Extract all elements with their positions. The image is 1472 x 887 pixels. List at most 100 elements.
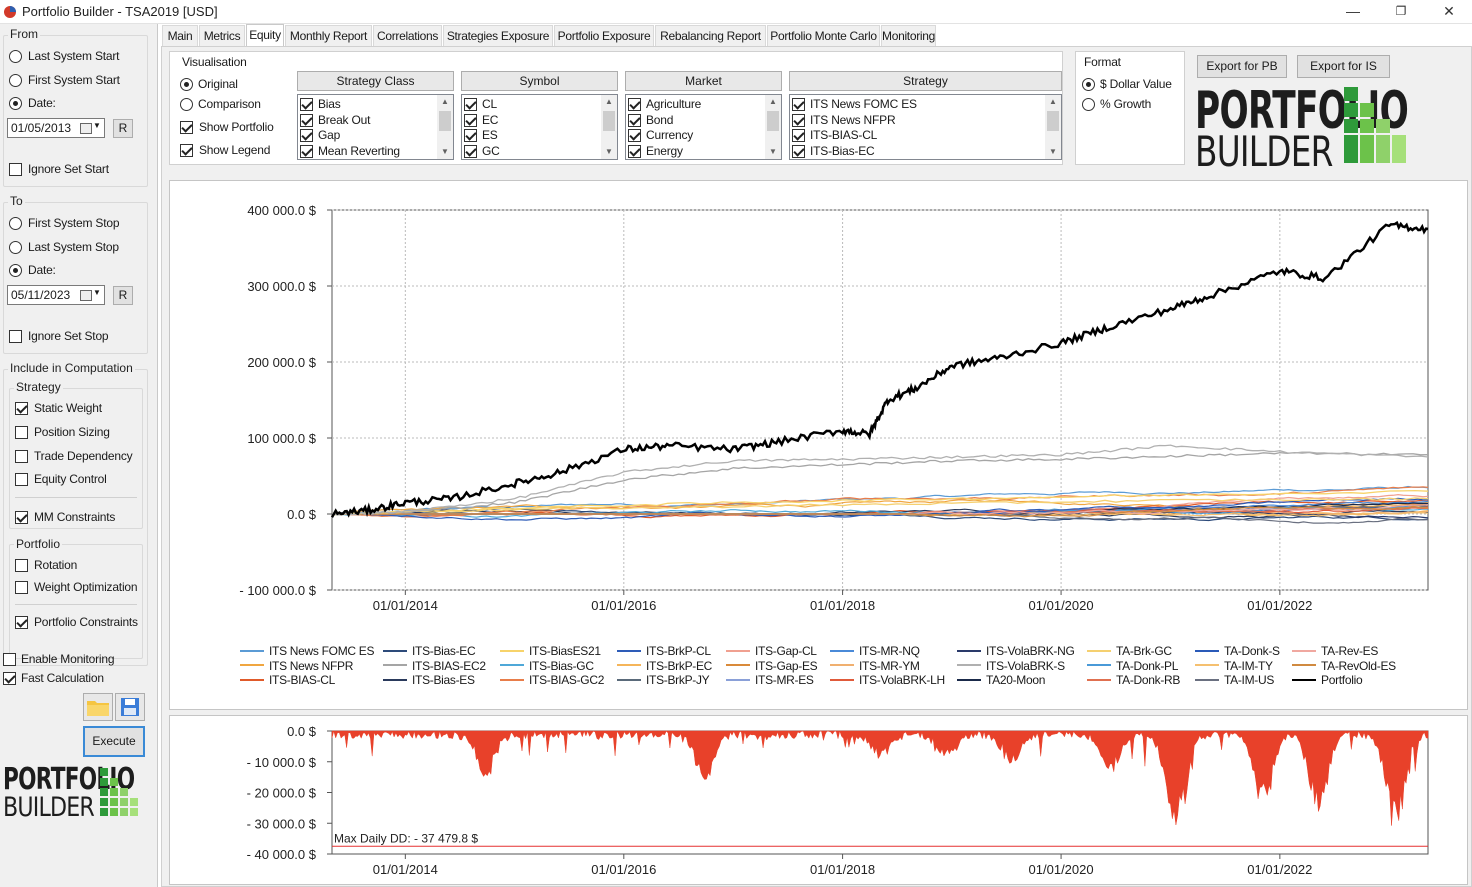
list-item-checkbox[interactable] [464, 129, 477, 142]
fast-calculation-checkbox[interactable] [3, 672, 16, 685]
strategy-class-list[interactable]: Bias Break Out Gap Mean Reverting ▲ ▼ [297, 94, 454, 160]
trade-dependency-label: Trade Dependency [34, 449, 133, 463]
dollar-value-radio[interactable] [1082, 78, 1095, 91]
last-system-start-radio[interactable] [9, 50, 22, 63]
strategy-list[interactable]: ITS News FOMC ES ITS News NFPR ITS-BIAS-CL… [789, 94, 1062, 160]
tab-strategies-exposure[interactable]: Strategies Exposure [443, 25, 553, 46]
portfolio-constraints-checkbox[interactable] [15, 616, 28, 629]
list-scrollbar[interactable]: ▲ ▼ [437, 95, 453, 159]
list-item-checkbox[interactable] [628, 98, 641, 111]
market-header[interactable]: Market [625, 71, 782, 91]
ignore-set-start-checkbox[interactable] [9, 163, 22, 176]
list-item-checkbox[interactable] [300, 98, 313, 111]
from-date-radio[interactable] [9, 97, 22, 110]
list-item-checkbox[interactable] [628, 129, 641, 142]
ignore-set-stop-checkbox[interactable] [9, 330, 22, 343]
from-reset-button[interactable]: R [113, 119, 133, 138]
save-button[interactable] [115, 693, 145, 721]
list-item-label: CL [482, 97, 497, 111]
execute-button[interactable]: Execute [83, 726, 145, 757]
first-system-stop-radio[interactable] [9, 217, 22, 230]
export-is-button[interactable]: Export for IS [1297, 55, 1390, 78]
scroll-up-icon[interactable]: ▲ [441, 97, 449, 106]
symbol-list[interactable]: CL EC ES GC ▲ ▼ [461, 94, 618, 160]
scroll-down-icon[interactable]: ▼ [605, 147, 613, 156]
series-line-its-biases21 [331, 489, 1429, 516]
list-item-checkbox[interactable] [464, 144, 477, 158]
scroll-down-icon[interactable]: ▼ [1049, 147, 1057, 156]
show-legend-checkbox[interactable] [180, 144, 193, 157]
symbol-header[interactable]: Symbol [461, 71, 618, 91]
comparison-radio[interactable] [180, 98, 193, 111]
list-scrollbar[interactable]: ▲ ▼ [765, 95, 781, 159]
list-item-checkbox[interactable] [792, 129, 805, 142]
strategy-header[interactable]: Strategy [789, 71, 1062, 91]
scroll-thumb[interactable] [439, 111, 451, 131]
list-item-checkbox[interactable] [792, 98, 805, 111]
static-weight-checkbox[interactable] [15, 402, 28, 415]
tab-monitoring[interactable]: Monitoring [881, 25, 936, 46]
tab-equity[interactable]: Equity [246, 24, 284, 46]
from-group [3, 35, 148, 187]
list-item-checkbox[interactable] [792, 144, 805, 158]
calendar-icon[interactable] [80, 290, 92, 301]
first-system-start-radio[interactable] [9, 74, 22, 87]
legend-swatch [1087, 649, 1111, 652]
list-scrollbar[interactable]: ▲ ▼ [601, 95, 617, 159]
last-system-stop-radio[interactable] [9, 241, 22, 254]
mm-constraints-checkbox[interactable] [15, 511, 28, 524]
original-radio[interactable] [180, 78, 193, 91]
save-icon [121, 698, 139, 716]
enable-monitoring-checkbox[interactable] [3, 653, 16, 666]
scroll-down-icon[interactable]: ▼ [441, 147, 449, 156]
list-scrollbar[interactable]: ▲ ▼ [1045, 95, 1061, 159]
calendar-icon[interactable] [80, 123, 92, 134]
tab-portfolio-monte-carlo[interactable]: Portfolio Monte Carlo [767, 25, 880, 46]
tab-monthly-report[interactable]: Monthly Report [285, 25, 372, 46]
tab-main[interactable]: Main [162, 25, 198, 46]
y-tick-label: 100 000.0 $ [247, 431, 316, 446]
list-item-checkbox[interactable] [300, 129, 313, 142]
export-pb-button[interactable]: Export for PB [1197, 55, 1287, 78]
tab-rebalancing-report[interactable]: Rebalancing Report [655, 25, 766, 46]
list-item-checkbox[interactable] [792, 113, 805, 127]
legend-item: ITS-VolaBRK-NG [957, 644, 1075, 658]
list-item-checkbox[interactable] [464, 98, 477, 111]
strategy-include-title: Strategy [14, 380, 63, 394]
to-reset-button[interactable]: R [113, 286, 133, 305]
series-line-its-volabrk-s [331, 444, 1429, 516]
rotation-checkbox[interactable] [15, 559, 28, 572]
show-portfolio-checkbox[interactable] [180, 121, 193, 134]
minimize-button[interactable]: — [1346, 3, 1360, 19]
open-folder-button[interactable] [83, 693, 113, 721]
strategy-class-header[interactable]: Strategy Class [297, 71, 454, 91]
maximize-button[interactable]: ❐ [1395, 4, 1407, 18]
list-item-checkbox[interactable] [628, 113, 641, 127]
weight-optimization-checkbox[interactable] [15, 581, 28, 594]
position-sizing-checkbox[interactable] [15, 426, 28, 439]
scroll-up-icon[interactable]: ▲ [1049, 97, 1057, 106]
scroll-thumb[interactable] [767, 111, 779, 131]
scroll-down-icon[interactable]: ▼ [769, 147, 777, 156]
market-list[interactable]: Agriculture Bond Currency Energy ▲ ▼ [625, 94, 782, 160]
tab-metrics[interactable]: Metrics [199, 25, 245, 46]
close-button[interactable]: ✕ [1443, 3, 1455, 19]
scroll-thumb[interactable] [603, 111, 615, 131]
list-item-checkbox[interactable] [300, 144, 313, 158]
equity-control-checkbox[interactable] [15, 473, 28, 486]
to-date-radio[interactable] [9, 264, 22, 277]
list-item-checkbox[interactable] [464, 113, 477, 127]
tab-portfolio-exposure[interactable]: Portfolio Exposure [554, 25, 654, 46]
growth-radio[interactable] [1082, 98, 1095, 111]
trade-dependency-checkbox[interactable] [15, 450, 28, 463]
list-item-checkbox[interactable] [628, 144, 641, 158]
scroll-thumb[interactable] [1047, 111, 1059, 131]
scroll-up-icon[interactable]: ▲ [769, 97, 777, 106]
scroll-up-icon[interactable]: ▲ [605, 97, 613, 106]
legend-swatch [957, 664, 981, 667]
tab-correlations[interactable]: Correlations [373, 25, 442, 46]
static-weight-label: Static Weight [34, 401, 102, 415]
chevron-down-icon[interactable]: ▼ [93, 288, 101, 297]
chevron-down-icon[interactable]: ▼ [93, 121, 101, 130]
list-item-checkbox[interactable] [300, 113, 313, 127]
